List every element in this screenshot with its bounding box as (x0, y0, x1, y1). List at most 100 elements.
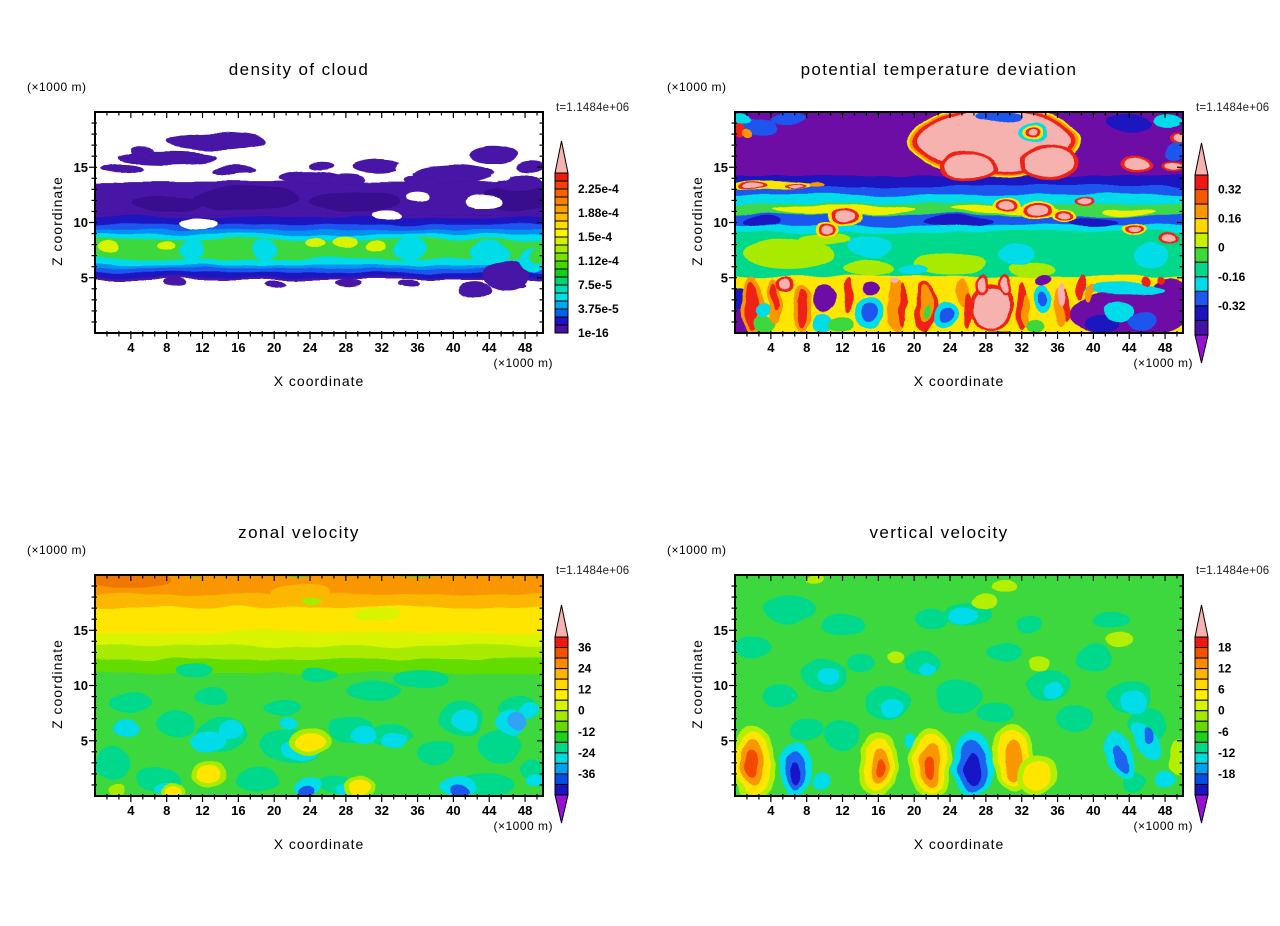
colorbar-tick-label: 2.25e-4 (578, 182, 619, 196)
contour-field (735, 575, 1183, 796)
colorbar-arrow-up (1194, 142, 1209, 176)
colorbar-segment (554, 783, 569, 796)
colorbar-segment (1194, 668, 1209, 680)
y-tick-label: 5 (721, 270, 728, 285)
x-tick-label: 16 (231, 340, 245, 355)
colorbar-segment (554, 236, 569, 246)
x-axis-title: X coordinate (273, 373, 365, 389)
colorbar-segment (1194, 762, 1209, 775)
axis-ticks (89, 112, 543, 339)
colorbar-arrow-down (554, 794, 569, 824)
colorbar-segment (554, 292, 569, 302)
colorbar-segment (554, 657, 569, 670)
x-tick-label: 20 (907, 803, 921, 818)
axis-ticks (729, 575, 1183, 802)
colorbar-segment (554, 316, 569, 326)
colorbar-segment (554, 172, 569, 182)
colorbar-segment (1194, 305, 1209, 321)
colorbar-segment (1194, 290, 1209, 307)
x-tick-label: 40 (446, 803, 460, 818)
y-tick-label: 5 (721, 733, 728, 748)
x-axis-title: X coordinate (913, 836, 1005, 852)
colorbar-arrow-up (1194, 604, 1209, 638)
colorbar-segment (554, 636, 569, 649)
x-tick-label: 44 (1122, 340, 1137, 355)
colorbar-tick-label: 12 (1218, 662, 1232, 676)
colorbar-segment (554, 188, 569, 198)
x-tick-label: 4 (127, 340, 135, 355)
colorbar-segment (554, 752, 569, 764)
colorbar-segment (1194, 657, 1209, 670)
colorbar-segment (1194, 174, 1209, 191)
colorbar-tick-label: -0.16 (1218, 270, 1246, 284)
colorbar-tick-label: 0 (578, 704, 585, 718)
x-tick-label: 40 (446, 340, 460, 355)
x-tick-label: 24 (943, 803, 958, 818)
colorbar-tick-label: -0.32 (1218, 299, 1246, 313)
x-tick-label: 24 (303, 340, 318, 355)
colorbar-segment (554, 212, 569, 222)
axis-ticks (89, 575, 543, 802)
contour-plot-canvas: 4 8 12 16 20 24 28 32 36 40 44 48510153624120-12-24… (74, 574, 596, 824)
colorbar-segment (554, 324, 569, 334)
x-tick-label: 32 (1014, 803, 1028, 818)
colorbar-tick-label: 1.88e-4 (578, 206, 619, 220)
x-tick-label: 24 (303, 803, 318, 818)
x-tick-label: 16 (871, 340, 885, 355)
x-tick-label: 20 (907, 340, 921, 355)
colorbar-tick-label: 7.5e-5 (578, 278, 612, 292)
z-axis-unit-label: (×1000 m) (667, 80, 727, 94)
colorbar-segment (1194, 276, 1209, 292)
x-tick-label: 40 (1086, 803, 1100, 818)
colorbar: 0.32 0.16 0 -0.16 -0.32 (1194, 142, 1246, 364)
x-tick-label: 48 (518, 340, 532, 355)
subplot-zonal-velocity: zonal velocity (×1000 m) t=1.1484e+06 Z … (0, 463, 640, 926)
x-tick-label: 36 (410, 803, 424, 818)
x-tick-label: 32 (374, 803, 388, 818)
colorbar-tick-label: -36 (578, 767, 596, 781)
colorbar-segment (554, 284, 569, 294)
colorbar-segment (1194, 203, 1209, 220)
plot-title: density of cloud (228, 60, 370, 79)
x-tick-label: 36 (1050, 803, 1064, 818)
colorbar-tick-label: 0.16 (1218, 212, 1242, 226)
axis-ticks (729, 112, 1183, 339)
colorbar-tick-label: -18 (1218, 767, 1236, 781)
x-tick-label: 44 (482, 803, 497, 818)
colorbar-segment (1194, 720, 1209, 733)
colorbar-segment (554, 228, 569, 238)
colorbar-segment (554, 268, 569, 278)
colorbar-segment (1194, 699, 1209, 712)
colorbar-tick-label: -12 (578, 725, 596, 739)
time-label: t=1.1484e+06 (1196, 565, 1270, 577)
x-tick-label: 12 (835, 340, 849, 355)
y-tick-label: 5 (81, 270, 88, 285)
x-tick-label: 32 (1014, 340, 1028, 355)
x-tick-label: 48 (1158, 803, 1172, 818)
colorbar-segment (554, 300, 569, 310)
contour-field (95, 575, 543, 796)
colorbar: 2.25e-4 1.88e-4 1.5e-4 1.12e-4 7.5e-5 3.75e-5… (554, 140, 619, 340)
colorbar-segment (1194, 319, 1209, 336)
y-tick-label: 15 (714, 160, 728, 175)
z-axis-unit-label: (×1000 m) (27, 80, 87, 94)
colorbar-segment (1194, 752, 1209, 764)
colorbar-tick-label: 0.32 (1218, 183, 1242, 197)
subplot-density-of-cloud: density of cloud (×1000 m) t=1.1484e+06 … (0, 0, 640, 463)
colorbar-segment (554, 689, 569, 701)
colorbar-segment (554, 204, 569, 214)
y-tick-label: 5 (81, 733, 88, 748)
contour-field (735, 112, 1183, 333)
colorbar-segment (554, 220, 569, 230)
x-tick-label: 4 (127, 803, 135, 818)
x-tick-label: 8 (163, 803, 170, 818)
colorbar-tick-label: 0 (1218, 241, 1225, 255)
colorbar-segment (554, 647, 569, 659)
colorbar-tick-label: 1.12e-4 (578, 254, 619, 268)
x-tick-label: 4 (767, 803, 775, 818)
x-tick-label: 28 (979, 803, 993, 818)
colorbar-segment (1194, 689, 1209, 701)
time-label: t=1.1484e+06 (556, 565, 630, 577)
colorbar-tick-label: 1e-16 (578, 326, 609, 340)
